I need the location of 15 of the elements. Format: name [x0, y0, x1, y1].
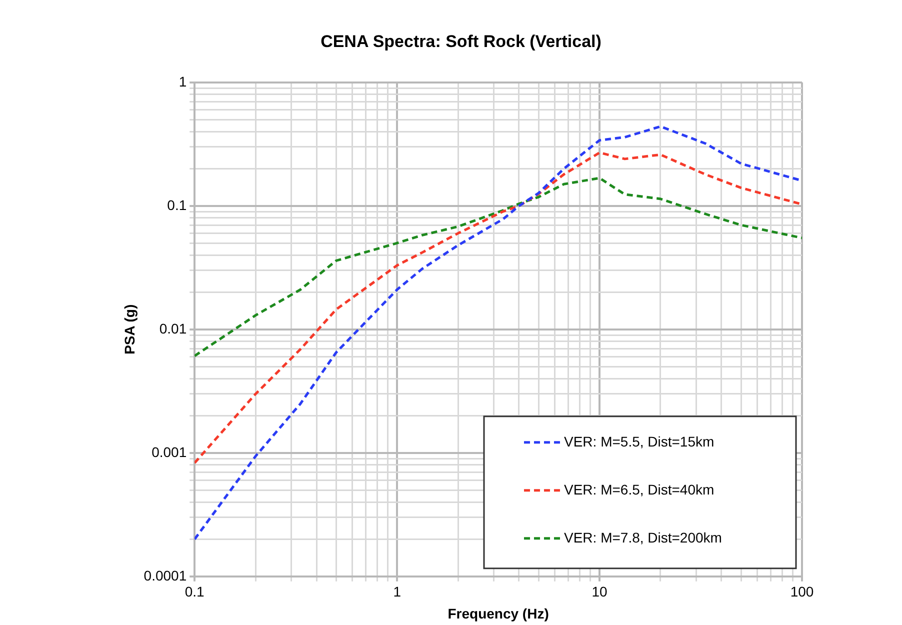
- x-axis-title: Frequency (Hz): [448, 605, 549, 622]
- y-tick-label: 1: [178, 73, 187, 90]
- chart-title: CENA Spectra: Soft Rock (Vertical): [320, 32, 602, 51]
- legend-label: VER: M=7.8, Dist=200km: [564, 529, 722, 546]
- y-axis-title: PSA (g): [121, 304, 138, 354]
- x-tick-label: 0.1: [184, 584, 205, 600]
- y-tick-label: 0.1: [167, 196, 187, 213]
- legend-label: VER: M=6.5, Dist=40km: [564, 481, 714, 498]
- x-tick-label: 100: [790, 584, 814, 600]
- legend-label: VER: M=5.5, Dist=15km: [564, 433, 714, 450]
- x-tick-label: 10: [592, 584, 608, 600]
- x-tick-label: 1: [393, 584, 402, 600]
- y-tick-label: 0.01: [159, 320, 187, 336]
- y-tick-label: 0.001: [152, 444, 187, 460]
- y-tick-label: 0.0001: [144, 567, 187, 584]
